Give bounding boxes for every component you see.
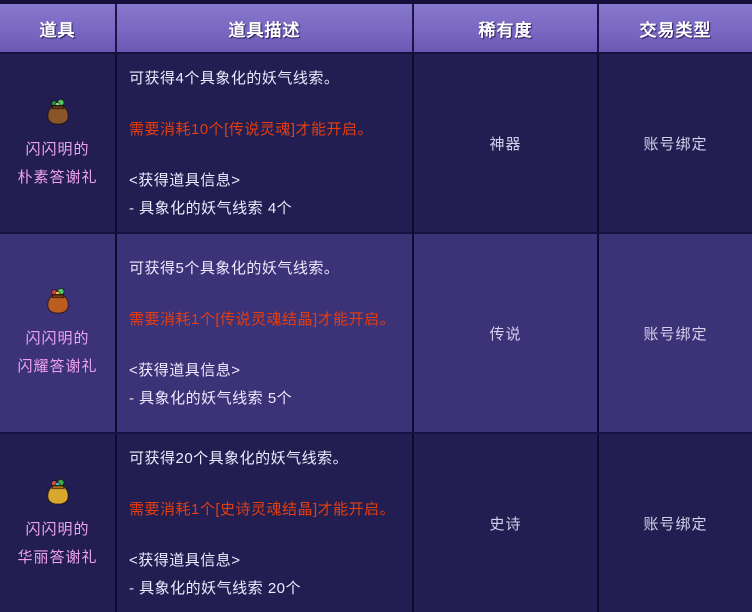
plain-gift-pouch-icon xyxy=(43,96,73,126)
item-name-line2: 闪耀答谢礼 xyxy=(17,358,98,375)
rarity-cell: 神器 xyxy=(412,54,597,233)
item-name-line2: 华丽答谢礼 xyxy=(17,548,98,566)
description-info-item: - 具象化的妖气线索 20个 xyxy=(129,580,302,597)
table-row: 闪闪明的 华丽答谢礼 可获得20个具象化的妖气线索。 需要消耗1个[史诗灵魂结晶… xyxy=(0,432,752,612)
column-header-rarity: 稀有度 xyxy=(412,4,597,52)
trade-type-cell: 账号绑定 xyxy=(597,434,752,612)
description-info-header: <获得道具信息> xyxy=(129,172,241,189)
description-info-header: <获得道具信息> xyxy=(129,361,241,379)
rarity-cell: 史诗 xyxy=(412,434,597,612)
description-cost-warning: 需要消耗1个[史诗灵魂结晶]才能开启。 xyxy=(129,501,396,518)
trade-type-cell: 账号绑定 xyxy=(597,54,752,233)
item-name-line2: 朴素答谢礼 xyxy=(17,168,98,186)
trade-type-cell: 账号绑定 xyxy=(597,234,752,432)
item-name-line1: 闪闪明的 xyxy=(25,140,90,158)
item-cell: 闪闪明的 闪耀答谢礼 xyxy=(0,234,115,432)
description-cost-warning: 需要消耗1个[传说灵魂结晶]才能开启。 xyxy=(129,310,396,328)
table-row: 闪闪明的 闪耀答谢礼 可获得5个具象化的妖气线索。 需要消耗1个[传说灵魂结晶]… xyxy=(0,232,752,432)
rarity-cell: 传说 xyxy=(412,234,597,432)
description-reward-line: 可获得5个具象化的妖气线索。 xyxy=(129,259,340,277)
gorgeous-gift-pouch-icon xyxy=(43,476,73,506)
item-name-line1: 闪闪明的 xyxy=(25,520,90,538)
table-row: 闪闪明的 朴素答谢礼 可获得4个具象化的妖气线索。 需要消耗10个[传说灵魂]才… xyxy=(0,52,752,233)
description-reward-line: 可获得20个具象化的妖气线索。 xyxy=(129,450,349,467)
column-header-trade-type: 交易类型 xyxy=(597,4,752,52)
description-info-header: <获得道具信息> xyxy=(129,552,241,569)
item-cell: 闪闪明的 朴素答谢礼 xyxy=(0,54,115,233)
shiny-gift-pouch-icon xyxy=(43,285,73,315)
description-cost-warning: 需要消耗10个[传说灵魂]才能开启。 xyxy=(129,121,374,138)
item-description-cell: 可获得20个具象化的妖气线索。 需要消耗1个[史诗灵魂结晶]才能开启。 <获得道… xyxy=(115,434,412,612)
description-info-item: - 具象化的妖气线索 4个 xyxy=(129,200,293,217)
column-header-item: 道具 xyxy=(39,20,76,40)
item-description-cell: 可获得4个具象化的妖气线索。 需要消耗10个[传说灵魂]才能开启。 <获得道具信… xyxy=(115,54,412,233)
item-name-line1: 闪闪明的 xyxy=(25,330,90,347)
description-reward-line: 可获得4个具象化的妖气线索。 xyxy=(129,70,340,87)
column-header-description: 道具描述 xyxy=(115,4,412,52)
table-header-row: 道具 道具描述 稀有度 交易类型 xyxy=(0,0,752,52)
item-description-cell: 可获得5个具象化的妖气线索。 需要消耗1个[传说灵魂结晶]才能开启。 <获得道具… xyxy=(115,234,412,432)
item-cell: 闪闪明的 华丽答谢礼 xyxy=(0,434,115,612)
description-info-item: - 具象化的妖气线索 5个 xyxy=(129,389,293,407)
